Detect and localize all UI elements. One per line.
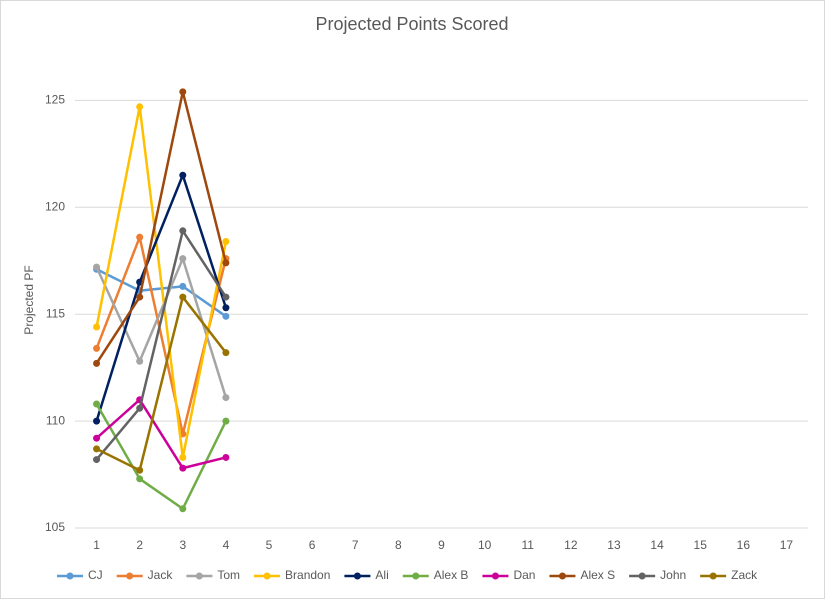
- y-tick-label: 115: [46, 306, 65, 320]
- y-tick-label: 105: [45, 520, 65, 534]
- y-tick-label: 125: [45, 93, 65, 107]
- point: [136, 475, 144, 483]
- point: [136, 466, 144, 474]
- series-line: [95, 254, 228, 398]
- x-tick-label: 14: [650, 538, 664, 552]
- legend-marker: [126, 572, 134, 580]
- x-tick-label: 2: [136, 538, 143, 552]
- x-tick-label: 15: [694, 538, 708, 552]
- legend-marker: [263, 572, 271, 580]
- x-tick-label: 8: [395, 538, 402, 552]
- series-line: [95, 397, 227, 470]
- legend-marker: [412, 572, 420, 580]
- point: [222, 293, 230, 301]
- legend-marker: [195, 572, 203, 580]
- point: [136, 233, 144, 241]
- point: [222, 237, 230, 245]
- point: [93, 344, 101, 352]
- point: [93, 323, 101, 331]
- point: [222, 349, 230, 357]
- point: [179, 171, 187, 179]
- point: [222, 312, 230, 320]
- legend-marker: [638, 572, 646, 580]
- x-tick-label: 6: [309, 538, 316, 552]
- point: [93, 263, 101, 271]
- legend-label: Ali: [375, 568, 388, 582]
- legend-label: Alex S: [580, 568, 615, 582]
- x-tick-label: 9: [438, 538, 445, 552]
- legend-marker: [491, 572, 499, 580]
- legend-label: Jack: [148, 568, 174, 582]
- series-line: [96, 294, 227, 473]
- point: [93, 445, 101, 453]
- legend-label: Tom: [217, 568, 240, 582]
- point: [179, 282, 187, 290]
- point: [136, 357, 144, 365]
- point: [222, 259, 230, 267]
- legend-label: Zack: [731, 568, 758, 582]
- point: [179, 255, 187, 263]
- legend-marker: [709, 572, 717, 580]
- point: [222, 304, 230, 312]
- point: [93, 434, 101, 442]
- point: [93, 400, 101, 408]
- point: [179, 227, 187, 235]
- legend-label: CJ: [88, 568, 103, 582]
- x-tick-label: 7: [352, 538, 359, 552]
- point: [222, 453, 230, 461]
- series-line: [95, 106, 228, 458]
- point: [93, 417, 101, 425]
- series-line: [95, 403, 228, 511]
- legend-label: Alex B: [434, 568, 469, 582]
- x-tick-label: 12: [564, 538, 578, 552]
- series-line: [95, 227, 227, 461]
- legend-marker: [353, 572, 361, 580]
- point: [179, 88, 187, 96]
- x-tick-label: 10: [478, 538, 492, 552]
- y-axis-label: Projected PF: [22, 265, 36, 334]
- legend-label: Brandon: [285, 568, 330, 582]
- x-tick-label: 11: [522, 538, 535, 552]
- x-tick-label: 13: [607, 538, 621, 552]
- legend-label: Dan: [513, 568, 535, 582]
- point: [93, 456, 101, 464]
- point: [136, 103, 144, 111]
- x-tick-label: 3: [179, 538, 186, 552]
- point: [179, 453, 187, 461]
- y-tick-label: 120: [45, 199, 65, 213]
- x-tick-label: 16: [737, 538, 751, 552]
- chart-title: Projected Points Scored: [315, 14, 508, 34]
- series-line: [95, 171, 228, 422]
- x-tick-label: 4: [223, 538, 230, 552]
- point: [222, 394, 230, 402]
- point: [136, 404, 144, 412]
- y-tick-label: 110: [46, 413, 65, 427]
- point: [93, 359, 101, 367]
- point: [179, 293, 187, 301]
- legend-marker: [66, 572, 74, 580]
- x-tick-label: 1: [93, 538, 100, 552]
- point: [179, 464, 187, 472]
- legend-label: John: [660, 568, 686, 582]
- point: [222, 417, 230, 425]
- point: [179, 505, 187, 513]
- legend-marker: [558, 572, 566, 580]
- point: [136, 293, 144, 301]
- series-line: [95, 91, 228, 365]
- x-tick-label: 17: [780, 538, 794, 552]
- x-tick-label: 5: [266, 538, 273, 552]
